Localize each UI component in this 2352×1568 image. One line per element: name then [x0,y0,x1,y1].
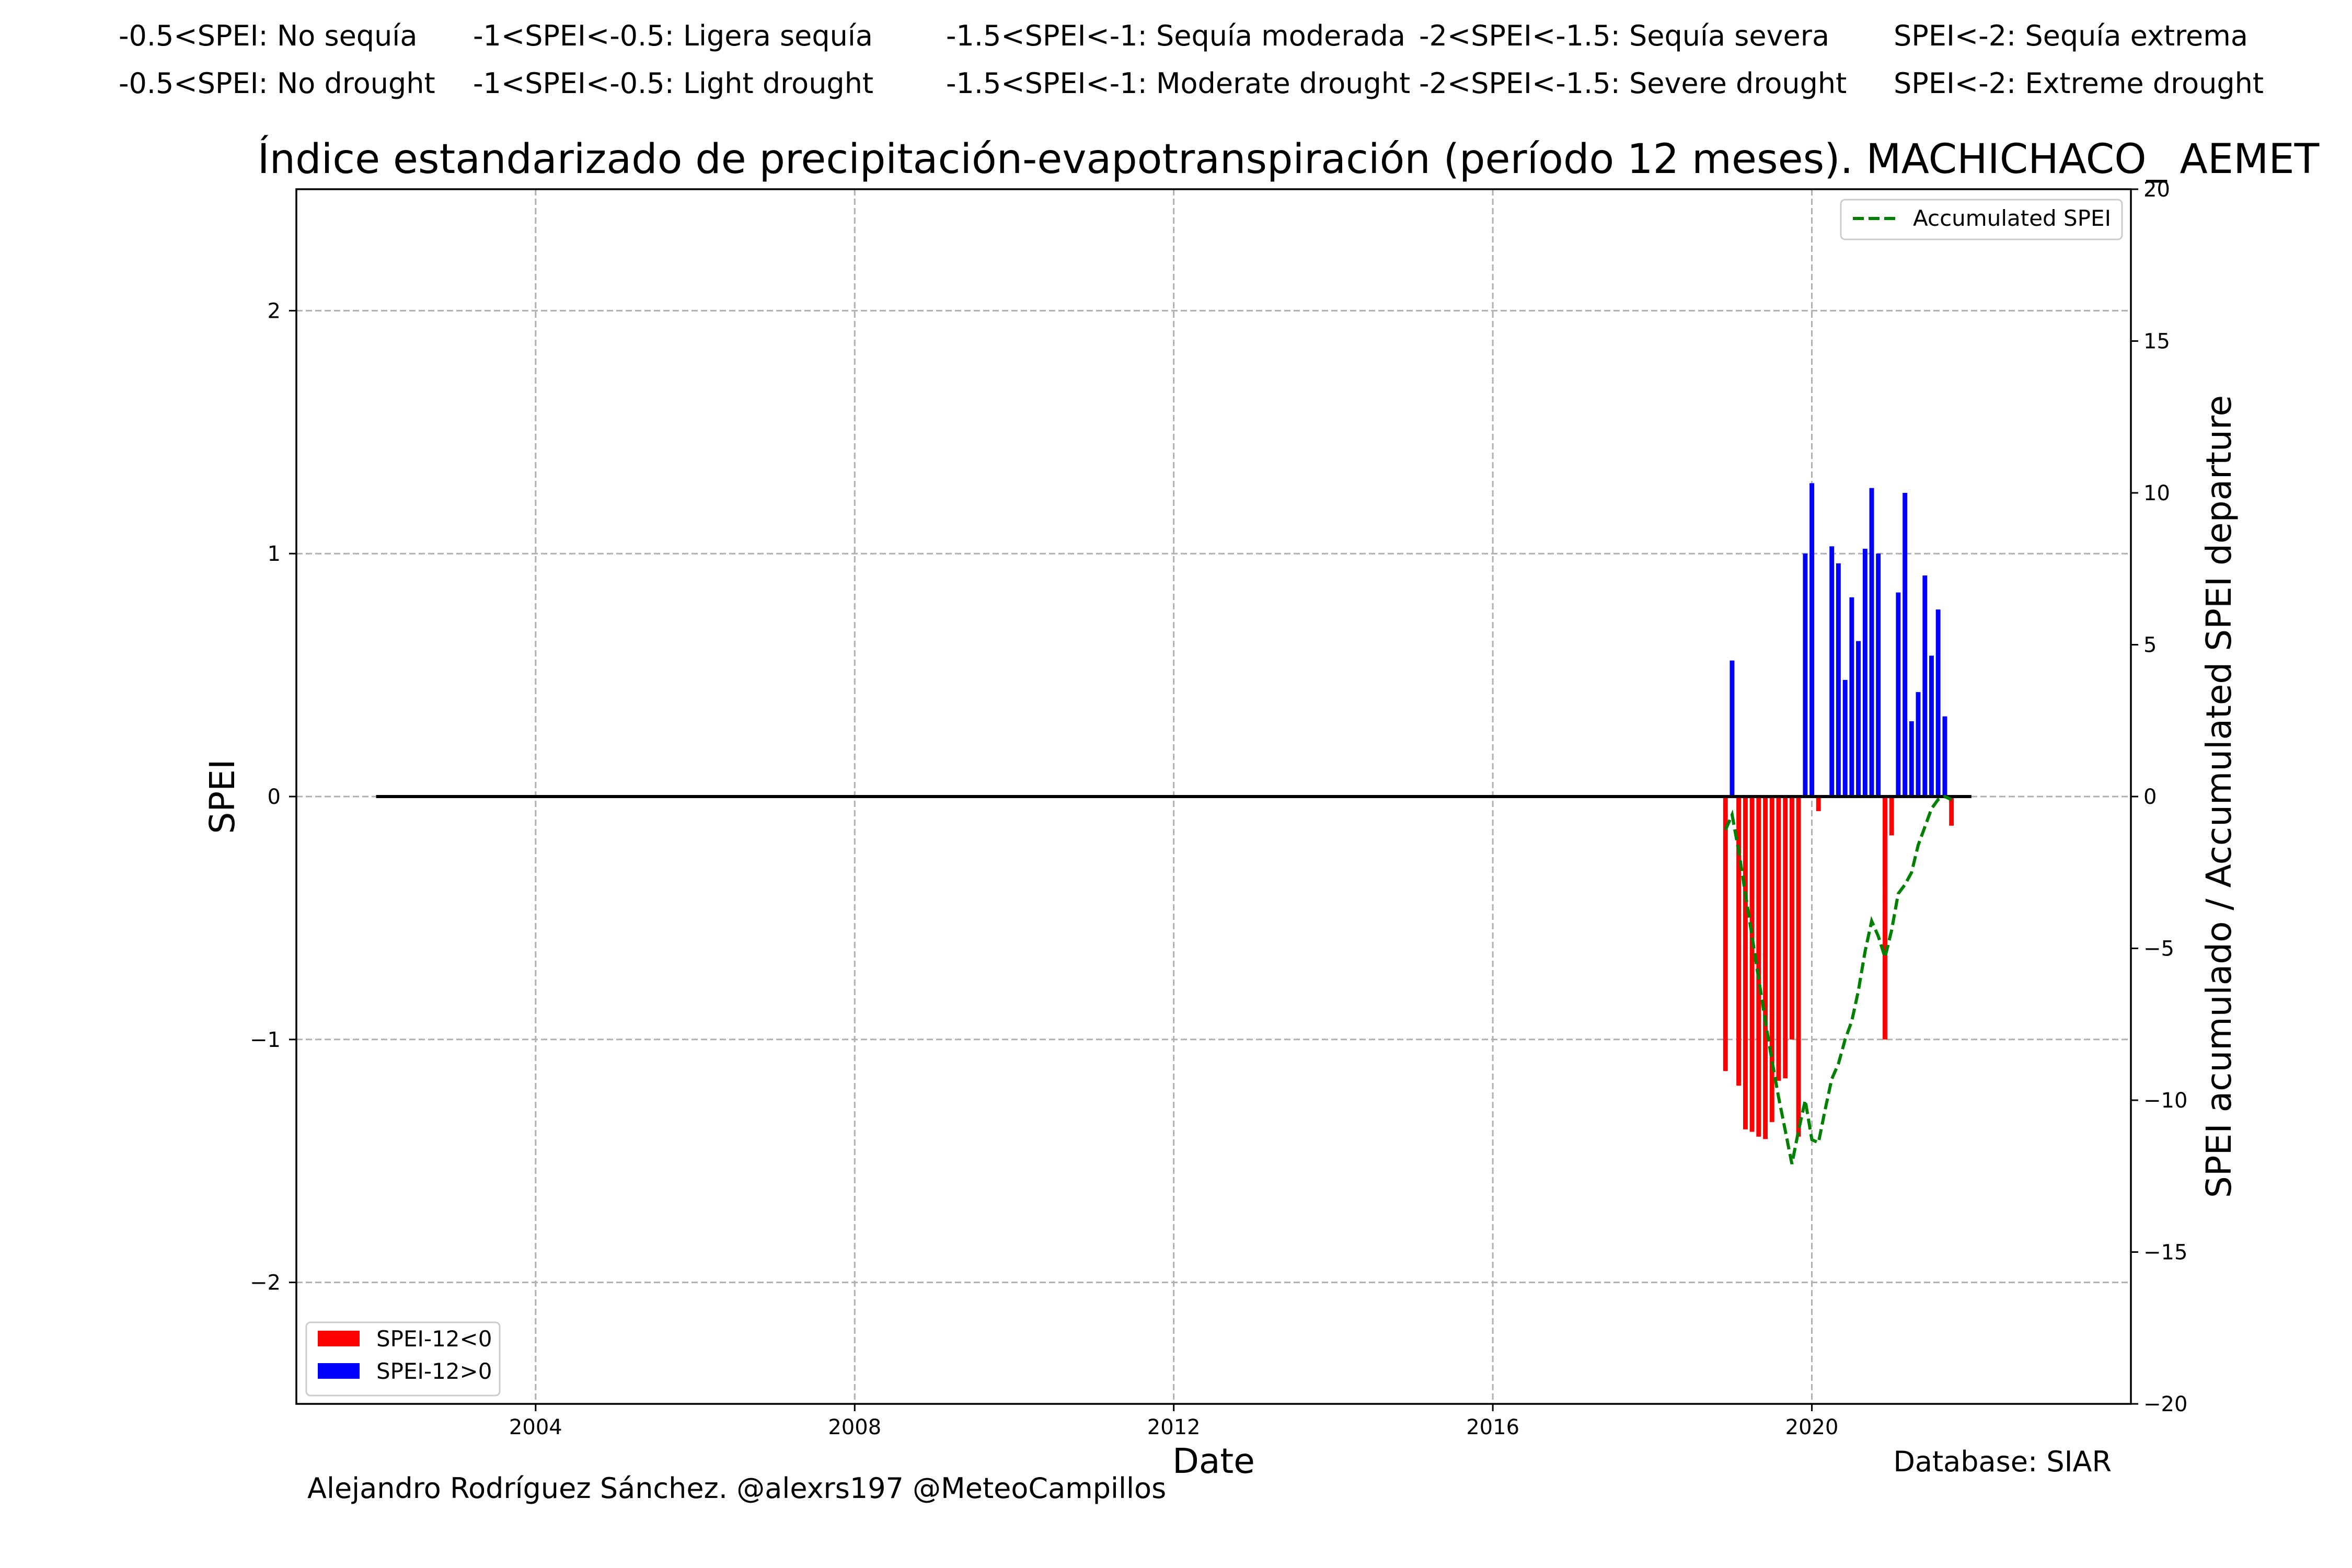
legend-accumulated: Accumulated SPEI [1840,199,2123,240]
bar-positive [1916,692,1921,797]
bar-positive [1896,592,1901,797]
legend-header-en-3: -2<SPEI<-1.5: Severe drought [1419,67,1847,100]
legend-header-es-2: -1.5<SPEI<-1: Sequía moderada [946,19,1405,52]
bar-negative [1796,797,1801,1137]
bar-negative [1889,797,1894,836]
bar-positive [1876,554,1881,797]
y-axis-label: SPEI [202,759,243,834]
bar-positive [1842,679,1848,797]
legend-header: -0.5<SPEI: No sequía -1<SPEI<-0.5: Liger… [119,19,2264,100]
x-axis-ticks: 2004 2008 2012 2016 2020 [509,1404,1839,1439]
legend-negative-swatch [318,1331,360,1346]
bar-negative [1749,797,1755,1132]
y-tick-label: 1 [268,542,281,566]
bar-negative [1783,797,1788,1079]
y-tick-label: 2 [268,299,281,323]
bar-positive [1829,546,1835,797]
y2-tick-label: −5 [2143,937,2174,961]
y2-tick-label: 20 [2143,178,2170,202]
bar-positive [1836,563,1841,797]
bar-positive [1803,554,1808,797]
y-tick-label: −2 [250,1271,281,1295]
legend-header-en-4: SPEI<-2: Extreme drought [1894,67,2264,100]
bar-negative [1736,797,1742,1086]
bar-negative [1789,797,1794,1040]
bar-negative [1743,797,1748,1129]
chart-title: Índice estandarizado de precipitación-ev… [258,135,2320,183]
bar-negative [1949,797,1954,826]
bar-negative [1769,797,1774,1122]
y2-tick-label: 10 [2143,481,2170,505]
bars [1723,483,1954,1139]
x-tick-label: 2008 [828,1415,881,1439]
legend-header-en-0: -0.5<SPEI: No drought [119,67,435,100]
legend-header-es-0: -0.5<SPEI: No sequía [119,19,417,52]
legend-header-en-1: -1<SPEI<-0.5: Light drought [473,67,873,100]
legend-positive-swatch [318,1363,360,1379]
bar-negative [1763,797,1768,1139]
bar-negative [1756,797,1761,1137]
x-tick-label: 2004 [509,1415,562,1439]
y2-tick-label: 15 [2143,330,2170,354]
legend-header-en-2: -1.5<SPEI<-1: Moderate drought [946,67,1410,100]
accumulated-spei-line [1724,794,1952,1165]
legend-accumulated-label: Accumulated SPEI [1913,205,2111,231]
x-tick-label: 2020 [1785,1415,1839,1439]
y-axis-ticks: −2 −1 0 1 2 [250,299,296,1295]
bar-positive [1929,655,1934,797]
y2-tick-label: −15 [2143,1241,2187,1265]
y-tick-label: 0 [268,785,281,809]
bar-positive [1849,597,1854,797]
y-tick-label: −1 [250,1028,281,1052]
credit-text: Alejandro Rodríguez Sánchez. @alexrs197 … [307,1472,1166,1505]
database-text: Database: SIAR [1893,1445,2112,1478]
bar-positive [1903,493,1908,797]
bar-positive [1942,716,1947,797]
y2-tick-label: −10 [2143,1089,2187,1113]
bar-positive [1862,548,1867,797]
y2-tick-label: −20 [2143,1392,2187,1416]
bar-positive [1909,721,1914,797]
y2-axis-ticks: −20 −15 −10 −5 0 5 10 15 20 [2131,178,2187,1416]
bar-negative [1816,797,1821,811]
bar-positive [1809,483,1815,797]
bar-positive [1922,575,1928,797]
legend-negative-label: SPEI-12<0 [376,1326,492,1352]
legend-bars: SPEI-12<0 SPEI-12>0 [305,1321,501,1397]
legend-header-es-1: -1<SPEI<-0.5: Ligera sequía [473,19,873,52]
bar-negative [1883,797,1887,1040]
x-tick-label: 2016 [1466,1415,1519,1439]
bar-negative [1723,797,1728,1071]
x-axis-label: Date [1172,1441,1255,1481]
y2-tick-label: 5 [2143,633,2157,658]
y2-tick-label: 0 [2143,785,2157,809]
legend-header-es-3: -2<SPEI<-1.5: Sequía severa [1419,19,1829,52]
bar-positive [1856,641,1861,797]
bar-negative [1776,797,1781,1081]
bar-positive [1730,660,1735,797]
x-tick-label: 2012 [1147,1415,1201,1439]
legend-header-es-4: SPEI<-2: Sequía extrema [1894,19,2248,52]
bar-positive [1869,488,1874,797]
legend-positive-label: SPEI-12>0 [376,1358,492,1384]
bar-positive [1935,609,1941,797]
legend-accumulated-box [1840,199,2123,240]
y2-axis-label: SPEI acumulado / Accumulated SPEI depart… [2199,395,2239,1198]
